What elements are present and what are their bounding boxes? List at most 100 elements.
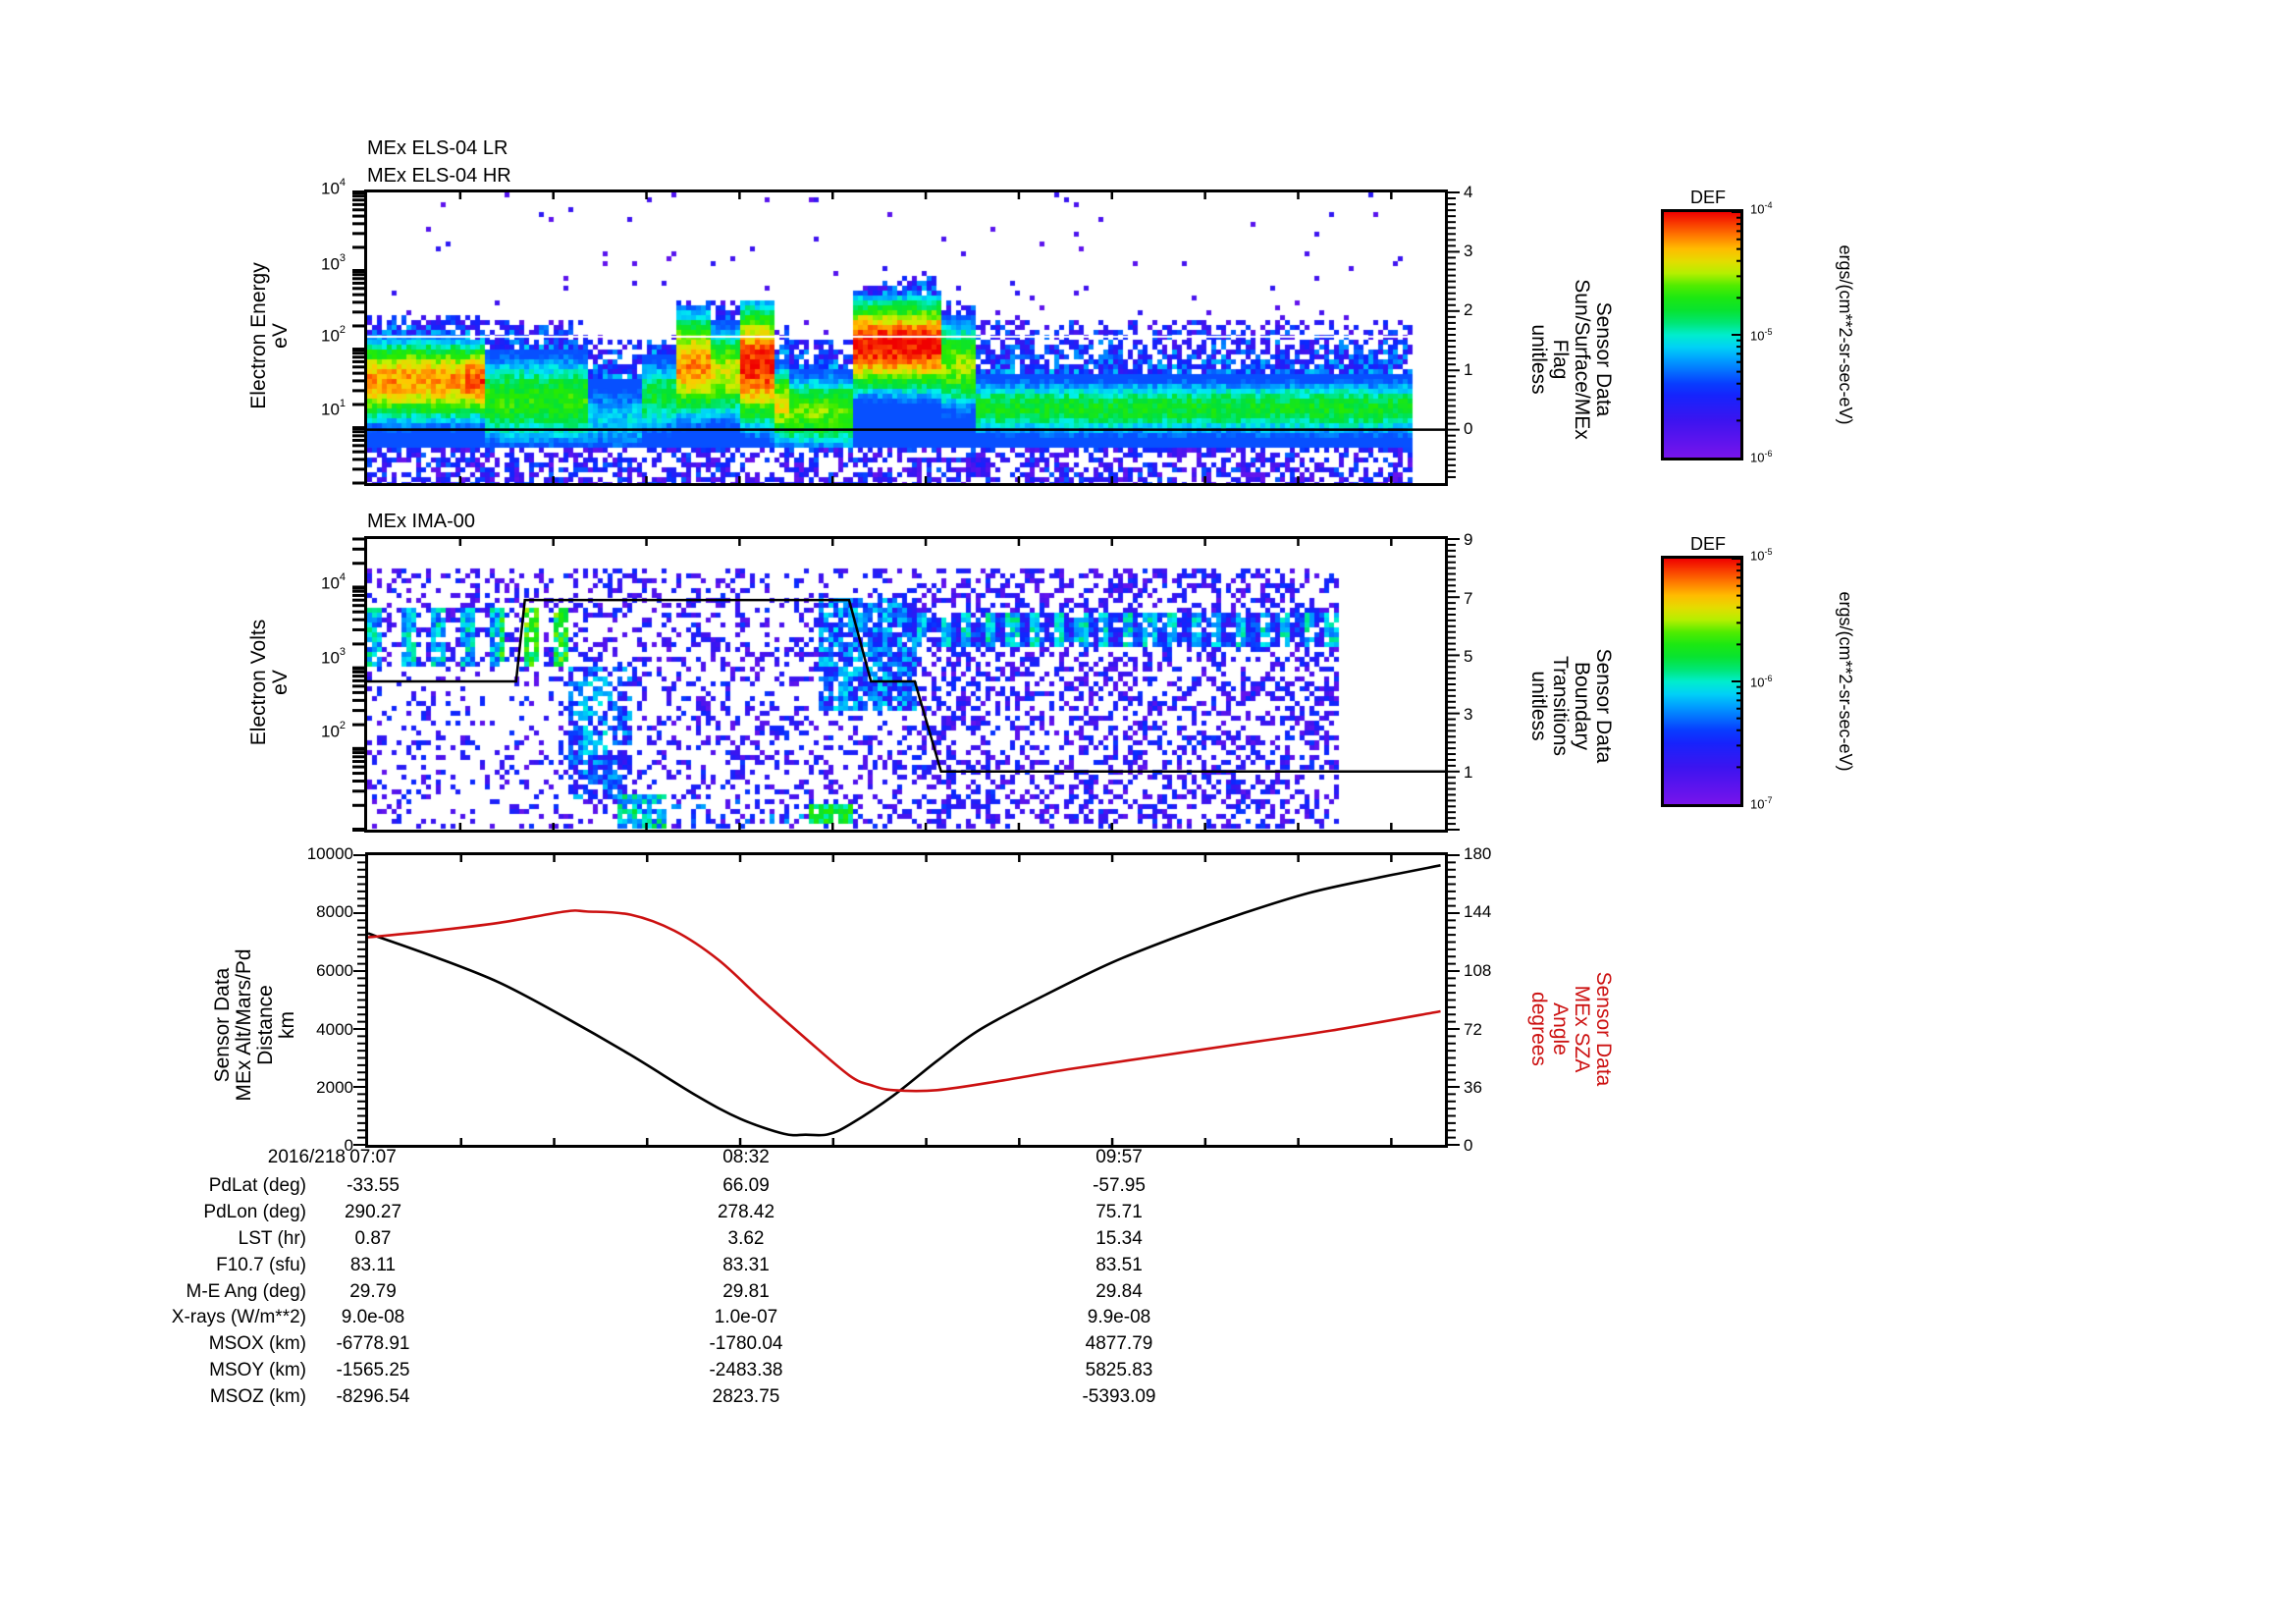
eph-row-label: MSOZ (km) xyxy=(209,1386,306,1407)
els-y2label: Sensor Data Sun/Surface/MEx Flag unitless xyxy=(1527,279,1615,440)
eph-row-value: 75.71 xyxy=(1095,1202,1143,1222)
eph-row-value: 29.84 xyxy=(1095,1281,1143,1302)
ima-ytick-1e4: 104 xyxy=(321,571,347,593)
ima-colorbar xyxy=(1661,556,1743,807)
ima-y2tick-5: 5 xyxy=(1464,647,1473,666)
els-title-hr: MEx ELS-04 HR xyxy=(367,165,511,187)
eph-row-value: 290.27 xyxy=(344,1202,402,1222)
orbit-y2label: Sensor Data MEx SZA Angle degrees xyxy=(1527,971,1615,1087)
eph-row-label: MSOX (km) xyxy=(208,1333,306,1354)
els-colorbar-units: ergs/(cm**2-sr-sec-eV) xyxy=(1836,244,1855,425)
eph-row-value: -8296.54 xyxy=(336,1386,410,1407)
orbit-y2tick-144: 144 xyxy=(1464,902,1492,921)
altitude-line xyxy=(367,864,1441,1137)
ima-colorbar-title: DEF xyxy=(1690,534,1726,554)
ima-ylabel: Electron Volts eV xyxy=(247,619,292,746)
orbit-ytick-10000: 10000 xyxy=(306,844,353,863)
orbit-ytick-2000: 2000 xyxy=(316,1078,353,1097)
orbit-line-chart xyxy=(353,852,1460,1148)
eph-row-value: 83.11 xyxy=(349,1255,397,1275)
ima-y2tick-7: 7 xyxy=(1464,589,1473,608)
ima-y2tick-3: 3 xyxy=(1464,705,1473,724)
eph-row-label: PdLat (deg) xyxy=(208,1175,306,1196)
eph-row-value: 83.31 xyxy=(722,1255,770,1275)
eph-row-label: X-rays (W/m**2) xyxy=(171,1307,306,1327)
eph-date: 2016/218 xyxy=(267,1147,346,1167)
els-title-lr: MEx ELS-04 LR xyxy=(367,137,508,159)
els-colorbar xyxy=(1661,209,1743,460)
els-y2tick-1: 1 xyxy=(1464,360,1473,379)
orbit-y2tick-108: 108 xyxy=(1464,961,1492,980)
eph-row-value: 29.81 xyxy=(722,1281,770,1302)
eph-row-label: MSOY (km) xyxy=(209,1360,306,1380)
els-colorbar-ticks xyxy=(1732,211,1741,422)
els-axes-overlay xyxy=(352,189,1460,486)
eph-row-label: F10.7 (sfu) xyxy=(216,1255,306,1275)
orbit-ytick-0: 0 xyxy=(344,1136,353,1155)
eph-row-value: 2823.75 xyxy=(712,1386,780,1407)
els-colorbar-mid: 10-5 xyxy=(1750,327,1773,344)
eph-row-value: 278.42 xyxy=(717,1202,775,1222)
els-ytick-1e1: 101 xyxy=(321,398,347,419)
els-y2tick-4: 4 xyxy=(1464,183,1473,201)
eph-row-value: -5393.09 xyxy=(1082,1386,1156,1407)
ima-axes-overlay xyxy=(352,536,1460,833)
eph-time-0: 07:07 xyxy=(349,1147,397,1167)
eph-row-value: 66.09 xyxy=(722,1175,770,1196)
ima-ytick-1e3: 103 xyxy=(321,646,347,668)
eph-time-1: 08:32 xyxy=(722,1147,770,1167)
orbit-y2tick-0: 0 xyxy=(1464,1136,1473,1155)
orbit-y2tick-72: 72 xyxy=(1464,1020,1482,1039)
eph-row-value: 15.34 xyxy=(1095,1228,1143,1249)
eph-row-value: 5825.83 xyxy=(1085,1360,1153,1380)
ima-colorbar-max: 10-5 xyxy=(1750,547,1773,564)
ima-y2tick-1: 1 xyxy=(1464,763,1473,782)
eph-row-value: -1565.25 xyxy=(336,1360,410,1380)
eph-time-2: 09:57 xyxy=(1095,1147,1143,1167)
orbit-y2tick-180: 180 xyxy=(1464,844,1492,863)
orbit-ytick-4000: 4000 xyxy=(316,1020,353,1039)
eph-row-value: -2483.38 xyxy=(709,1360,783,1380)
eph-row-value: 0.87 xyxy=(354,1228,392,1249)
orbit-y2tick-36: 36 xyxy=(1464,1078,1482,1097)
ima-ytick-1e2: 102 xyxy=(321,720,347,741)
els-y2tick-0: 0 xyxy=(1464,419,1473,438)
ima-colorbar-ticks xyxy=(1732,558,1741,769)
els-colorbar-title: DEF xyxy=(1690,188,1726,207)
els-y2tick-3: 3 xyxy=(1464,242,1473,260)
eph-row-value: -6778.91 xyxy=(336,1333,410,1354)
ima-colorbar-mid: 10-6 xyxy=(1750,674,1773,690)
eph-row-label: PdLon (deg) xyxy=(203,1202,306,1222)
sza-line xyxy=(367,909,1441,1093)
els-ytick-1e4: 104 xyxy=(321,177,347,198)
ima-y2label: Sensor Data Boundary Transitions unitless xyxy=(1527,648,1615,764)
orbit-ytick-8000: 8000 xyxy=(316,902,353,921)
els-colorbar-min: 10-6 xyxy=(1750,449,1773,465)
orbit-ylabel: Sensor Data MEx Alt/Mars/Pd Distance km xyxy=(211,948,298,1102)
eph-row-value: 1.0e-07 xyxy=(714,1307,778,1327)
ima-colorbar-min: 10-7 xyxy=(1750,795,1773,812)
eph-row-value: 3.62 xyxy=(727,1228,765,1249)
ima-title: MEx IMA-00 xyxy=(367,511,476,532)
ima-y2tick-9: 9 xyxy=(1464,530,1473,549)
els-colorbar-max: 10-4 xyxy=(1750,200,1773,217)
ima-colorbar-units: ergs/(cm**2-sr-sec-eV) xyxy=(1836,591,1855,772)
els-y2tick-2: 2 xyxy=(1464,300,1473,319)
orbit-plot-frame xyxy=(365,852,1448,1148)
eph-row-value: -57.95 xyxy=(1093,1175,1146,1196)
eph-row-value: 9.9e-08 xyxy=(1087,1307,1151,1327)
eph-row-value: 4877.79 xyxy=(1085,1333,1153,1354)
eph-row-label: LST (hr) xyxy=(238,1228,306,1249)
eph-row-value: 83.51 xyxy=(1095,1255,1143,1275)
orbit-ytick-6000: 6000 xyxy=(316,961,353,980)
els-ylabel: Electron Energy eV xyxy=(247,262,292,409)
eph-row-value: -33.55 xyxy=(347,1175,400,1196)
eph-row-value: 9.0e-08 xyxy=(341,1307,405,1327)
eph-row-value: 29.79 xyxy=(349,1281,397,1302)
els-spectrogram xyxy=(367,192,1445,483)
els-ytick-1e2: 102 xyxy=(321,324,347,346)
ima-spectrogram xyxy=(367,539,1445,830)
eph-row-value: -1780.04 xyxy=(709,1333,783,1354)
els-ytick-1e3: 103 xyxy=(321,252,347,274)
eph-row-label: M-E Ang (deg) xyxy=(186,1281,307,1302)
